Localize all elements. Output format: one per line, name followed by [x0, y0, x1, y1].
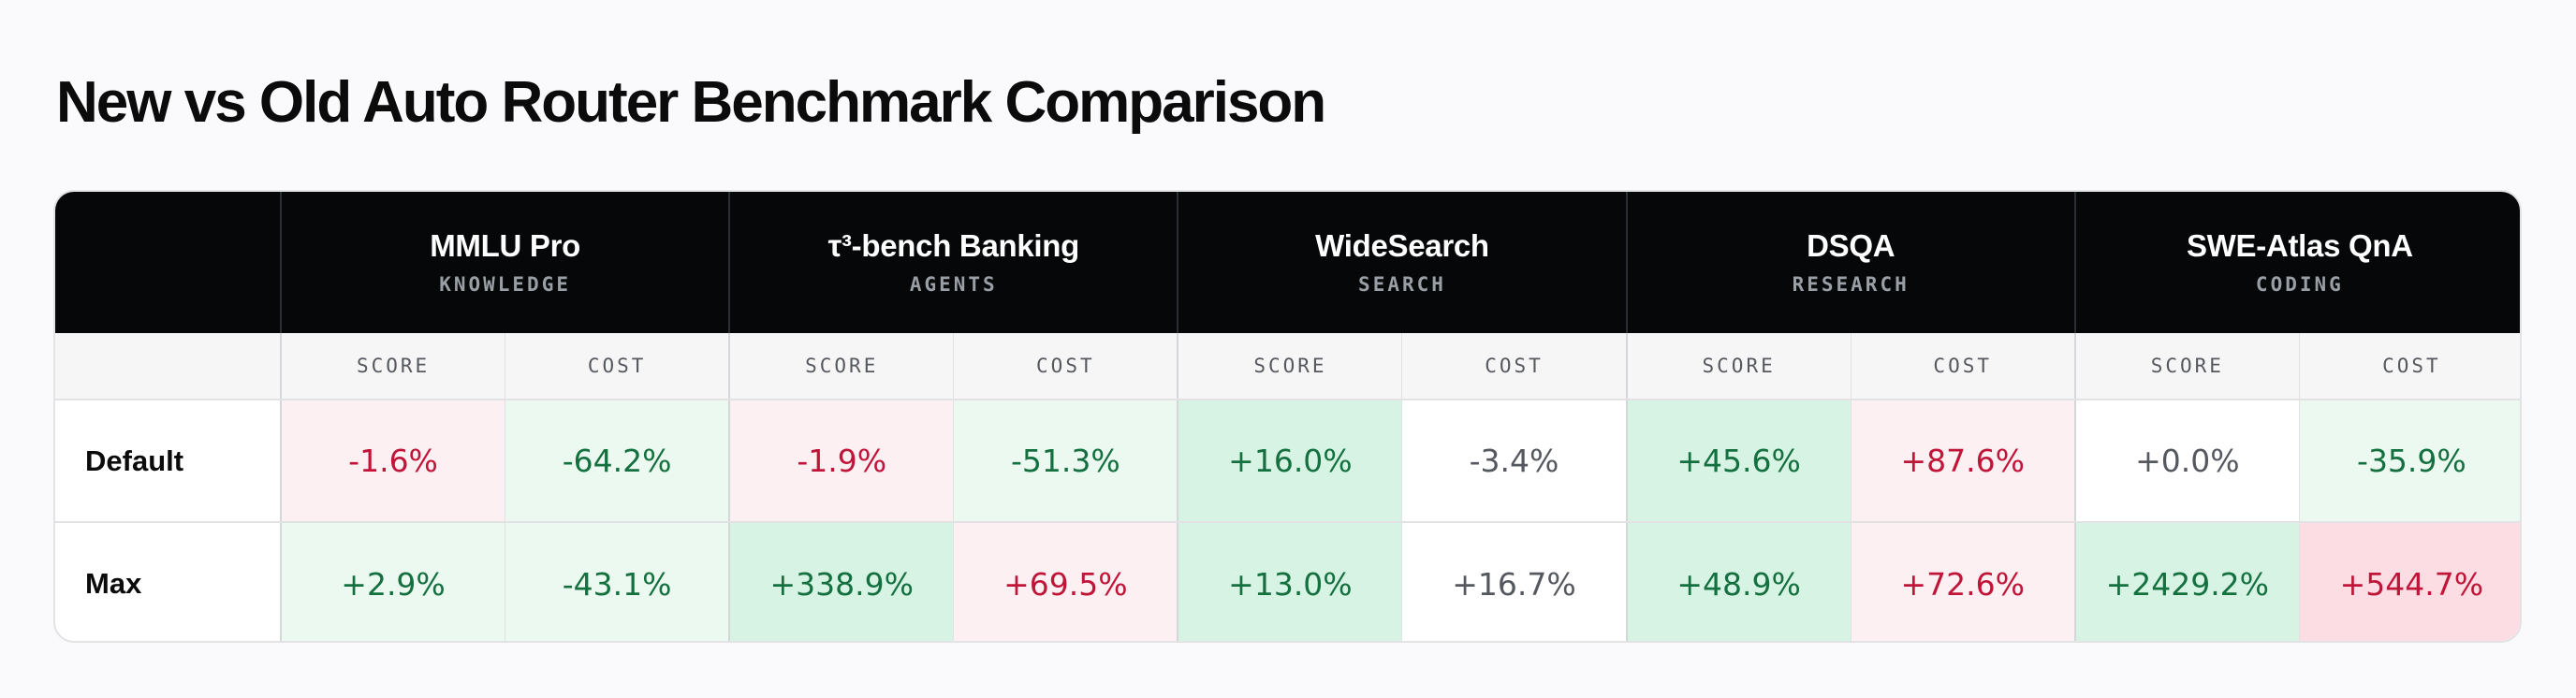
benchmark-header-widesearch: WideSearch SEARCH	[1177, 192, 1627, 333]
score-cell: +2.9%	[280, 522, 505, 641]
benchmark-header-swe-atlas-qna: SWE-Atlas QnA CODING	[2073, 192, 2520, 333]
cost-cell: +544.7%	[2298, 522, 2520, 641]
benchmark-category: AGENTS	[909, 272, 998, 296]
score-cell: +16.0%	[1177, 400, 1402, 523]
benchmark-table: MMLU Pro KNOWLEDGE τ³-bench Banking AGEN…	[53, 190, 2522, 643]
benchmark-category: RESEARCH	[1792, 272, 1910, 296]
score-cell: +2429.2%	[2073, 522, 2300, 641]
cost-header: COST	[505, 333, 730, 400]
score-cell: +338.9%	[728, 522, 954, 641]
comparison-table: MMLU Pro KNOWLEDGE τ³-bench Banking AGEN…	[55, 192, 2520, 641]
score-cell: +0.0%	[2073, 400, 2300, 523]
score-cell: -1.6%	[280, 400, 505, 523]
benchmark-category: KNOWLEDGE	[439, 272, 571, 296]
cost-header: COST	[953, 333, 1178, 400]
header-corner	[55, 192, 281, 333]
cost-cell: +72.6%	[1850, 522, 2075, 641]
cost-header: COST	[1401, 333, 1627, 400]
cost-cell: -3.4%	[1401, 400, 1627, 523]
cost-cell: -64.2%	[505, 400, 730, 523]
score-cell: +13.0%	[1177, 522, 1402, 641]
benchmark-header-tau3-bench-banking: τ³-bench Banking AGENTS	[728, 192, 1178, 333]
row-label: Max	[85, 567, 142, 600]
table-body: Default -1.6% -64.2% -1.9% -51.3% +16.0% -3.4%…	[55, 400, 2520, 641]
metric-header-row: SCORE COST SCORE COST SCORE COST SCORE C…	[55, 333, 2520, 400]
score-header: SCORE	[1625, 333, 1852, 400]
row-label: Default	[55, 400, 281, 523]
cost-cell: -35.9%	[2298, 400, 2520, 523]
benchmark-header-mmlu-pro: MMLU Pro KNOWLEDGE	[279, 192, 730, 333]
cost-cell: +87.6%	[1850, 400, 2075, 523]
subheader-corner	[55, 333, 281, 400]
benchmark-header-row: MMLU Pro KNOWLEDGE τ³-bench Banking AGEN…	[55, 192, 2520, 333]
benchmark-name: WideSearch	[1315, 227, 1489, 263]
benchmark-name: DSQA	[1807, 227, 1895, 263]
cost-cell: +69.5%	[953, 522, 1178, 641]
page-title: New vs Old Auto Router Benchmark Compari…	[56, 70, 1326, 135]
score-header: SCORE	[1177, 333, 1402, 400]
cost-header: COST	[1850, 333, 2075, 400]
table-row: Default -1.6% -64.2% -1.9% -51.3% +16.0% -3.4%…	[55, 400, 2520, 523]
cost-cell: +16.7%	[1401, 522, 1627, 641]
score-header: SCORE	[728, 333, 954, 400]
score-header: SCORE	[280, 333, 505, 400]
benchmark-name: SWE-Atlas QnA	[2186, 227, 2413, 263]
score-cell: +45.6%	[1625, 400, 1852, 523]
cost-cell: -43.1%	[505, 522, 730, 641]
table-row: Max +2.9% -43.1% +338.9% +69.5% +13.0% +16.7% +…	[55, 522, 2520, 641]
score-cell: +48.9%	[1625, 522, 1852, 641]
score-cell: -1.9%	[728, 400, 954, 523]
benchmark-category: CODING	[2255, 272, 2344, 296]
benchmark-header-dsqa: DSQA RESEARCH	[1625, 192, 2075, 333]
benchmark-name: MMLU Pro	[430, 227, 580, 263]
cost-header: COST	[2298, 333, 2520, 400]
benchmark-name: τ³-bench Banking	[827, 227, 1080, 263]
benchmark-category: SEARCH	[1358, 272, 1446, 296]
cost-cell: -51.3%	[953, 400, 1178, 523]
score-header: SCORE	[2073, 333, 2300, 400]
